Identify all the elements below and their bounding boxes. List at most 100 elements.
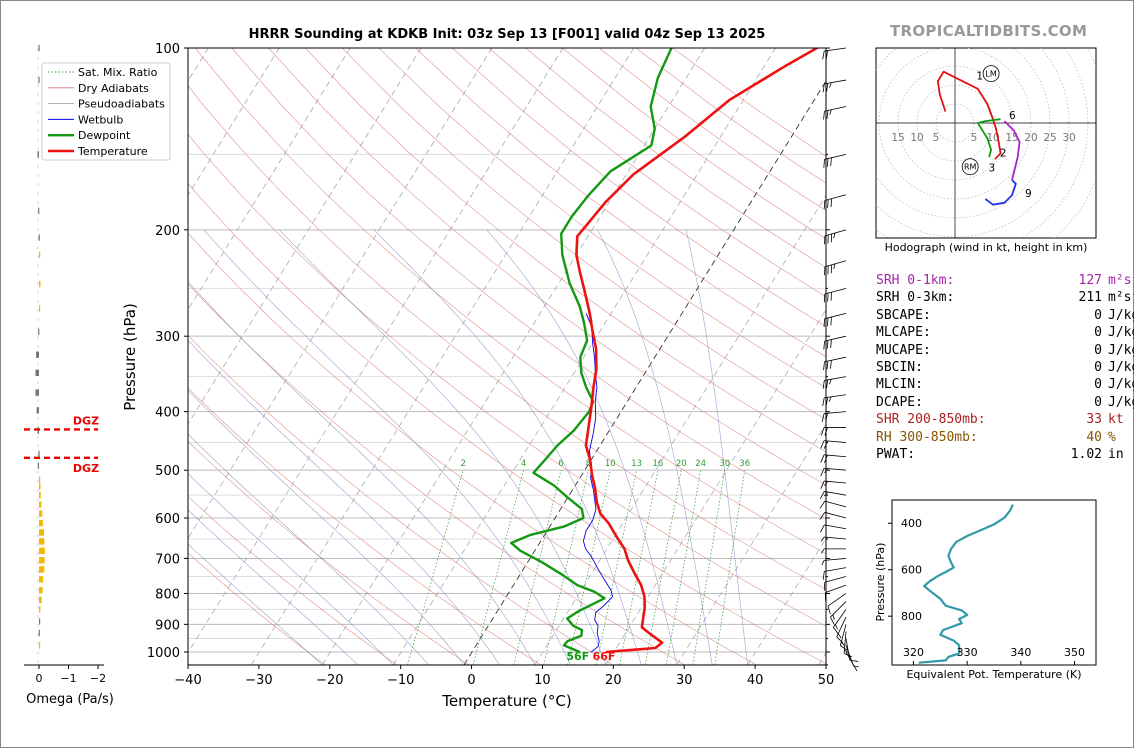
barb-staff — [824, 454, 847, 458]
wind-barb — [819, 511, 847, 520]
stat-value: 0 — [1094, 307, 1102, 323]
hodograph-ring-label: 10 — [986, 132, 999, 144]
barb-staff — [845, 638, 851, 661]
omega-bar — [39, 557, 45, 564]
stat-unit: J/kg — [1108, 360, 1134, 376]
dry-adiabat — [378, 48, 826, 389]
barb-staff — [827, 593, 847, 607]
barb-flag — [833, 627, 839, 635]
mixing-ratio-label: 16 — [653, 459, 664, 469]
barb-staff — [824, 490, 847, 496]
stat-key: SBCIN: — [876, 360, 923, 376]
isotherm — [188, 48, 280, 196]
pseudoadiabat — [597, 229, 713, 665]
mixing-ratio-label: 20 — [676, 459, 687, 469]
x-tick-label: −20 — [316, 673, 343, 688]
wind-barb — [822, 376, 847, 389]
stat-value: 0 — [1094, 342, 1102, 358]
barb-flag — [824, 491, 829, 497]
barb-flag — [837, 633, 842, 639]
theta-x-tick-label: 340 — [1010, 646, 1031, 659]
barb-staff — [824, 153, 847, 160]
y-tick-label: 400 — [155, 406, 180, 421]
barb-flag — [823, 111, 825, 120]
dry-adiabat — [194, 48, 826, 555]
wind-barb — [839, 624, 848, 651]
isotherm — [188, 48, 493, 540]
barb-flag — [828, 396, 832, 402]
stat-value: 0 — [1094, 360, 1102, 376]
barb-staff — [824, 229, 847, 237]
barb-flag — [830, 360, 832, 369]
barb-staff — [824, 536, 847, 540]
wind-barb — [820, 427, 846, 436]
mixing-ratio-line — [619, 470, 659, 665]
theta-x-label: Equivalent Pot. Temperature (K) — [906, 668, 1081, 681]
height-label: 2 — [1000, 147, 1007, 159]
theta-y-tick-label: 800 — [901, 610, 922, 623]
omega-bar — [39, 576, 44, 583]
barb-staff — [843, 631, 847, 654]
dry-adiabat — [268, 48, 826, 486]
temperature-line — [575, 48, 820, 654]
stat-unit: m²s⁻² — [1108, 273, 1134, 288]
stat-unit: J/kg — [1108, 394, 1134, 410]
dry-adiabat — [188, 441, 469, 665]
pseudoadiabat — [188, 281, 536, 665]
hodograph-ring-label: 30 — [1062, 132, 1075, 144]
wind-barb — [820, 480, 847, 489]
dry-adiabat — [188, 232, 757, 665]
barb-staff — [824, 394, 847, 399]
pseudoadiabat — [278, 229, 607, 665]
stat-unit: J/kg — [1108, 342, 1134, 358]
barb-flag — [826, 110, 829, 119]
stat-value: 0 — [1094, 325, 1102, 341]
mixing-ratio-label: 24 — [695, 459, 706, 469]
barb-flag — [840, 645, 848, 651]
x-tick-label: 10 — [534, 673, 551, 688]
omega-bar — [38, 207, 40, 214]
mixing-ratio-line — [714, 470, 746, 665]
barb-flag — [830, 616, 835, 625]
barb-flag — [823, 454, 828, 464]
mixing-ratio-line — [513, 470, 562, 665]
barb-staff — [824, 500, 847, 508]
stat-key: SHR 200-850mb: — [876, 412, 986, 428]
barb-staff — [824, 312, 847, 320]
legend-entry: Temperature — [77, 145, 148, 158]
barb-flag — [849, 659, 859, 662]
stat-value: 0 — [1094, 394, 1102, 410]
wind-barb — [823, 153, 847, 168]
wind-barbs — [819, 47, 859, 672]
dry-adiabat — [188, 133, 826, 627]
barb-staff — [824, 194, 847, 201]
omega-bar — [39, 519, 43, 527]
stat-key: SBCAPE: — [876, 307, 931, 323]
pseudoadiabat — [188, 339, 500, 665]
isotherm — [251, 48, 635, 665]
dry-adiabat — [188, 182, 826, 665]
barb-flag — [826, 360, 829, 370]
omega-bar — [39, 538, 45, 545]
barb-flag — [826, 379, 829, 389]
omega-x-label: Omega (Pa/s) — [26, 692, 114, 707]
wind-barb — [819, 490, 847, 499]
barb-flag — [829, 82, 832, 88]
stat-row: SRH 0-1km: 127 m²s⁻² — [876, 272, 1134, 289]
isotherm — [188, 48, 564, 654]
omega-bar — [39, 618, 41, 625]
wind-barb — [822, 394, 847, 407]
wind-barb — [833, 609, 847, 635]
legend-entry: Pseudoadiabats — [78, 98, 165, 111]
hodograph-label: Hodograph (wind in kt, height in km) — [885, 241, 1088, 254]
stat-key: MLCIN: — [876, 377, 923, 393]
omega-bar — [39, 280, 41, 288]
dewpoint-line — [510, 48, 673, 654]
omega-bar — [39, 642, 41, 649]
legend: Sat. Mix. Ratio Dry Adiabats Pseudoadiabat… — [41, 62, 171, 161]
hodograph-ring-label: 25 — [1043, 132, 1056, 144]
wind-barb — [820, 536, 847, 542]
barb-staff — [824, 567, 847, 572]
barb-flag — [829, 109, 832, 115]
